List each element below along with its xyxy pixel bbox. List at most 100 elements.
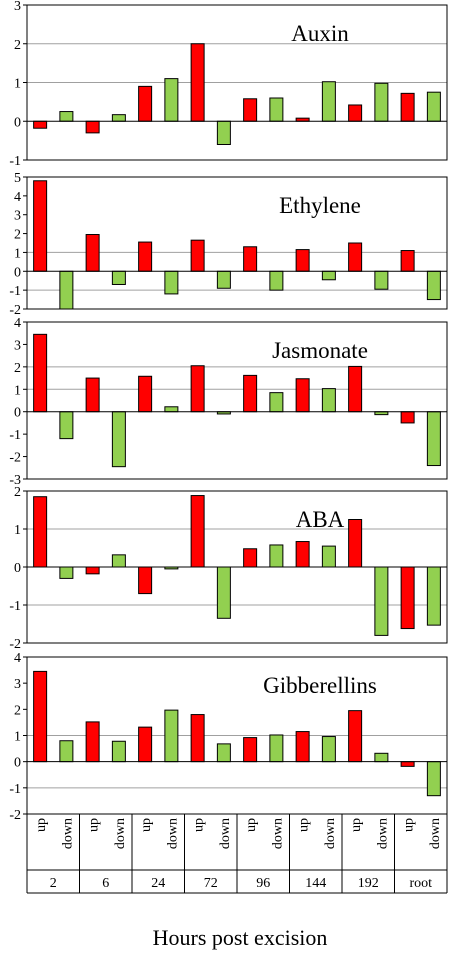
y-tick-label: 4 (14, 651, 21, 666)
y-tick-label: -1 (9, 154, 21, 169)
bar-down-96 (269, 734, 284, 763)
bar-down-192 (374, 752, 389, 763)
x-sub-label: up (139, 818, 154, 832)
bar-down-6 (111, 270, 126, 285)
bar-down-6 (111, 554, 126, 568)
bar-down-72 (216, 566, 231, 619)
y-tick-label: 2 (14, 703, 21, 718)
bar-down-root (426, 411, 441, 467)
bar-up-2 (33, 670, 48, 763)
bar-up-6 (85, 234, 100, 272)
bar-down-root (426, 270, 441, 301)
y-tick-label: 3 (14, 0, 21, 14)
y-tick-label: 4 (14, 190, 21, 205)
bar-up-24 (138, 375, 153, 413)
y-tick-label: 0 (14, 756, 21, 771)
x-axis-table: up down up down up down up down up down up down up do… (26, 814, 448, 894)
y-tick-label: 5 (14, 171, 21, 186)
bar-down-24 (164, 270, 179, 295)
bar-down-72 (216, 743, 231, 763)
panel-title: Ethylene (279, 193, 361, 218)
bar-up-96 (243, 374, 258, 413)
bar-up-192 (348, 365, 363, 413)
x-sub-label: down (165, 818, 180, 849)
y-tick-label: 1 (14, 523, 21, 538)
bar-down-72 (216, 270, 231, 289)
bar-up-72 (190, 495, 205, 568)
bar-up-6 (85, 566, 100, 575)
x-sub-label: down (323, 818, 338, 849)
bar-down-144 (321, 81, 336, 122)
bar-down-96 (269, 97, 284, 122)
bar-up-6 (85, 120, 100, 134)
bar-up-96 (243, 548, 258, 568)
panel-title: ABA (296, 507, 345, 532)
bar-up-24 (138, 726, 153, 763)
bar-down-144 (321, 545, 336, 568)
bar-down-144 (321, 270, 336, 281)
y-tick-label: 0 (14, 406, 21, 421)
bar-up-2 (33, 496, 48, 568)
bar-down-root (426, 91, 441, 122)
plot-frame (26, 176, 448, 310)
panel-4: -2 -1 0 1 2 ABA (9, 485, 448, 652)
x-category-label: 72 (204, 876, 218, 891)
bar-up-96 (243, 737, 258, 763)
bar-down-96 (269, 392, 284, 413)
y-tick-label: -1 (9, 782, 21, 797)
x-axis-title: Hours post excision (153, 925, 328, 950)
bar-up-6 (85, 377, 100, 413)
y-tick-label: -1 (9, 428, 21, 443)
bar-up-192 (348, 242, 363, 272)
x-category-label: 24 (151, 876, 165, 891)
x-category-label: 96 (256, 876, 270, 891)
y-tick-label: -3 (9, 473, 21, 488)
bar-down-144 (321, 388, 336, 413)
x-category-label: 144 (305, 876, 326, 891)
bar-up-24 (138, 566, 153, 595)
x-sub-label: up (349, 818, 364, 832)
bar-down-96 (269, 544, 284, 568)
y-tick-label: 3 (14, 338, 21, 353)
bar-up-24 (138, 85, 153, 122)
x-sub-label: up (34, 818, 49, 832)
bar-up-6 (85, 721, 100, 763)
bar-down-2 (59, 270, 74, 310)
x-sub-label: down (60, 818, 75, 849)
x-sub-label: up (192, 818, 207, 832)
bar-down-24 (164, 78, 179, 122)
y-tick-label: 1 (14, 383, 21, 398)
panel-3: -3 -2 -1 0 1 2 3 4 Jasmonate (9, 316, 448, 488)
y-tick-label: -2 (9, 303, 21, 318)
y-tick-label: 3 (14, 677, 21, 692)
bar-up-root (400, 566, 415, 630)
y-tick-label: 1 (14, 730, 21, 745)
bar-up-192 (348, 519, 363, 568)
bar-down-root (426, 761, 441, 797)
bar-up-72 (190, 365, 205, 413)
y-tick-label: -1 (9, 599, 21, 614)
x-sub-label: down (270, 818, 285, 849)
bar-down-6 (111, 411, 126, 468)
panel-5: -2 -1 0 1 2 3 4 Gibberellins (9, 651, 448, 823)
y-tick-label: 2 (14, 228, 21, 243)
x-sub-label: up (402, 818, 417, 832)
bar-down-72 (216, 120, 231, 145)
bar-up-root (400, 92, 415, 122)
bar-down-2 (59, 566, 74, 579)
bar-up-24 (138, 241, 153, 272)
x-category-label: root (409, 876, 432, 891)
bar-up-192 (348, 104, 363, 122)
bar-up-144 (295, 378, 310, 413)
bar-up-2 (33, 180, 48, 272)
y-tick-label: 2 (14, 361, 21, 376)
bar-up-96 (243, 246, 258, 272)
x-sub-label: down (428, 818, 443, 849)
panel-2: -2 -1 0 1 2 3 4 5 Ethylene (9, 171, 448, 318)
bar-down-6 (111, 114, 126, 122)
bar-down-24 (164, 406, 179, 413)
x-category-label: 6 (102, 876, 109, 891)
y-tick-label: -2 (9, 451, 21, 466)
bar-up-144 (295, 249, 310, 272)
